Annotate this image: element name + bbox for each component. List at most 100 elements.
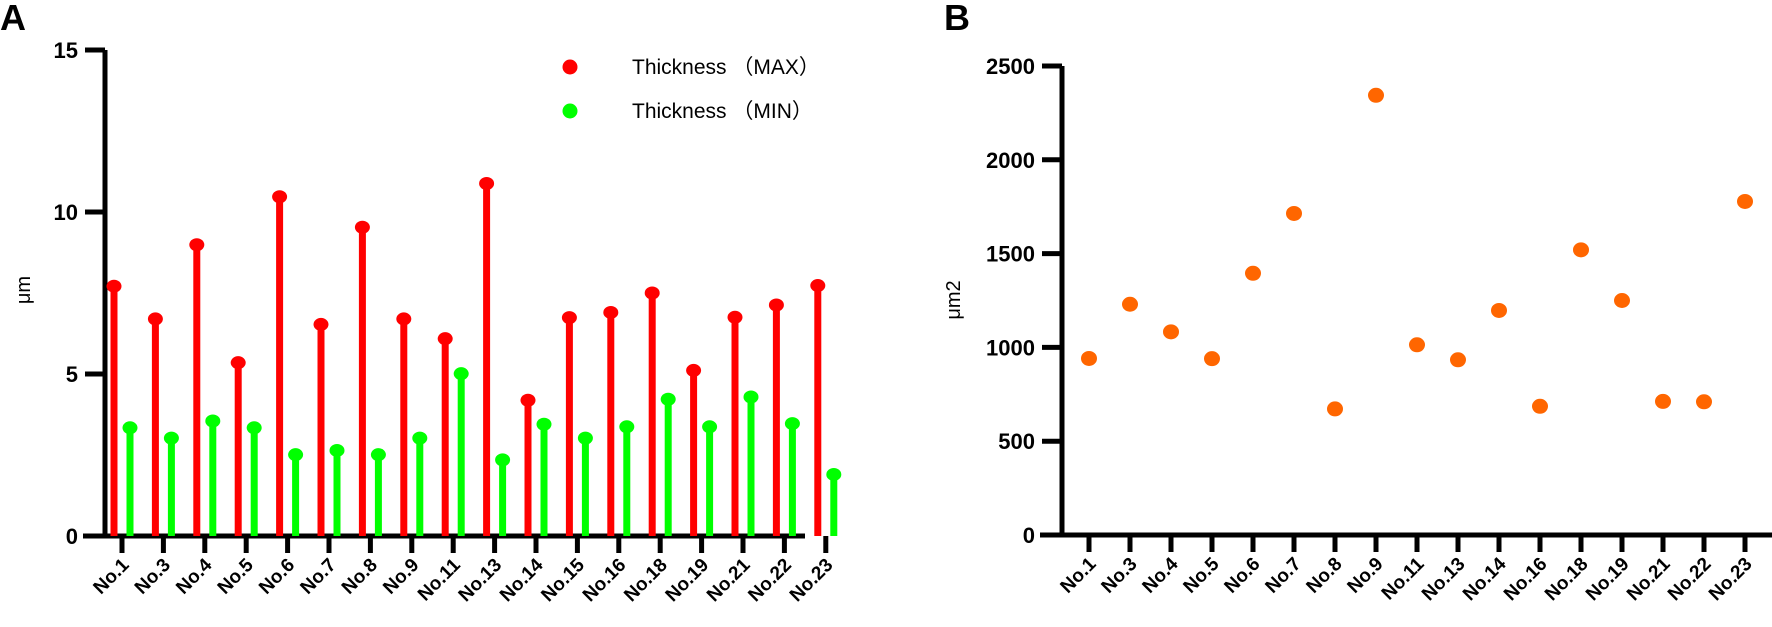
- chart-a-thickness: A μm Thickness （MAX） Thickness （MIN） 0 5 1…: [0, 0, 842, 606]
- bar-cap-max-No.13: [479, 176, 495, 190]
- chart-b-x-tick-label: No.7: [1262, 554, 1306, 598]
- chart-b-x-tick-label: No.3: [1098, 554, 1142, 598]
- chart-a-y-tick-label: 0: [66, 524, 78, 549]
- chart-b-x-tick-label: No.13: [1418, 554, 1469, 605]
- point-No.6: [1245, 265, 1261, 281]
- point-No.8: [1327, 401, 1343, 417]
- bar-cap-min-No.19: [702, 420, 718, 434]
- chart-a-x-tick-label: No.4: [172, 554, 216, 598]
- bar-cap-max-No.4: [189, 238, 205, 252]
- point-No.13: [1450, 352, 1466, 368]
- point-No.5: [1204, 351, 1220, 367]
- legend-marker-max: [562, 59, 578, 75]
- bar-cap-max-No.15: [561, 311, 577, 325]
- bar-cap-max-No.11: [437, 332, 453, 346]
- chart-b-x-tick-label: No.23: [1705, 554, 1756, 605]
- chart-b-y-tick-label: 1500: [986, 242, 1035, 267]
- bar-cap-max-No.7: [313, 317, 329, 331]
- bar-cap-max-No.5: [230, 356, 246, 370]
- chart-a-x-tick-label: No.15: [537, 554, 589, 606]
- chart-b-x-tick-label: No.16: [1500, 554, 1551, 605]
- chart-b-x-tick-label: No.21: [1623, 553, 1675, 605]
- chart-a-y-tick-label: 10: [54, 200, 78, 225]
- point-No.23: [1737, 193, 1753, 209]
- chart-b-y-tick-label: 2000: [986, 148, 1035, 173]
- chart-b-x-tick-label: No.18: [1541, 554, 1592, 605]
- bar-cap-min-No.22: [784, 417, 800, 431]
- bar-cap-min-No.13: [495, 453, 511, 467]
- chart-b-area: B μm2 05001000150020002500No.1No.3No.4No…: [943, 0, 1772, 605]
- bar-cap-min-No.9: [412, 431, 428, 445]
- bar-cap-min-No.4: [205, 414, 221, 428]
- bar-cap-max-No.3: [147, 312, 163, 326]
- chart-a-x-tick-label: No.21: [703, 554, 755, 606]
- chart-a-y-tick-label: 15: [54, 38, 78, 63]
- legend-label-min: Thickness （MIN）: [632, 100, 813, 123]
- bar-cap-min-No.18: [660, 392, 676, 406]
- bar-cap-min-No.11: [453, 367, 469, 381]
- chart-a-y-tick-label: 5: [66, 362, 78, 387]
- panel-label-b: B: [944, 0, 970, 38]
- bar-cap-min-No.21: [743, 390, 759, 404]
- point-No.3: [1122, 296, 1138, 312]
- chart-a-x-tick-label: No.7: [297, 555, 341, 599]
- chart-b-y-tick-label: 1000: [986, 335, 1035, 360]
- chart-a-x-tick-label: No.18: [620, 555, 671, 606]
- bar-cap-max-No.18: [644, 286, 660, 300]
- point-No.18: [1573, 242, 1589, 258]
- chart-a-x-tick-label: No.13: [455, 555, 506, 606]
- chart-b-y-tick-label: 500: [998, 429, 1035, 454]
- bar-cap-min-No.14: [536, 417, 552, 431]
- bar-cap-min-No.6: [288, 448, 304, 462]
- bar-cap-min-No.8: [370, 448, 386, 462]
- chart-a-x-tick-label: No.5: [214, 554, 258, 598]
- bar-cap-max-No.9: [396, 312, 412, 326]
- bar-cap-max-No.6: [272, 190, 288, 204]
- legend-a: Thickness （MAX） Thickness （MIN）: [562, 56, 820, 123]
- point-No.11: [1409, 337, 1425, 353]
- chart-b-y-tick-label: 0: [1023, 523, 1035, 548]
- point-No.14: [1491, 302, 1507, 318]
- chart-b-x-tick-label: No.1: [1057, 553, 1101, 597]
- bar-cap-min-No.5: [246, 421, 262, 435]
- chart-a-x-tick-label: No.14: [496, 554, 548, 606]
- legend-label-max: Thickness （MAX）: [632, 56, 820, 79]
- panel-label-a: A: [0, 0, 26, 38]
- bar-cap-max-No.8: [354, 220, 370, 234]
- chart-a-x-tick-label: No.22: [744, 555, 795, 606]
- point-No.1: [1081, 350, 1097, 366]
- chart-a-x-tick-label: No.16: [579, 555, 630, 606]
- chart-a-x-tick-label: No.23: [786, 555, 837, 606]
- legend-marker-min: [562, 103, 578, 119]
- y-axis-label-b: μm2: [943, 280, 965, 319]
- chart-b-y-tick-label: 2500: [986, 54, 1035, 79]
- chart-a-x-tick-label: No.6: [255, 555, 299, 599]
- bar-cap-max-No.22: [768, 298, 784, 312]
- chart-b-x-tick-label: No.6: [1221, 554, 1265, 598]
- bar-cap-max-No.23: [810, 279, 826, 293]
- bar-cap-min-No.23: [826, 467, 842, 481]
- bar-cap-min-No.7: [329, 443, 345, 457]
- bar-cap-max-No.14: [520, 393, 536, 407]
- bar-cap-min-No.1: [122, 421, 138, 435]
- point-No.21: [1655, 393, 1671, 409]
- chart-b-x-tick-label: No.19: [1582, 554, 1633, 605]
- chart-b-x-tick-label: No.14: [1459, 553, 1511, 605]
- point-No.9: [1368, 87, 1384, 103]
- y-axis-label-a: μm: [13, 276, 35, 304]
- chart-a-x-tick-label: No.3: [131, 555, 175, 599]
- chart-b-x-tick-label: No.22: [1664, 554, 1715, 605]
- bar-cap-min-No.16: [619, 420, 635, 434]
- chart-b-x-tick-label: No.4: [1139, 553, 1183, 597]
- chart-b-x-tick-label: No.8: [1303, 554, 1347, 598]
- point-No.16: [1532, 398, 1548, 414]
- bar-cap-max-No.21: [727, 310, 743, 324]
- point-No.4: [1163, 324, 1179, 340]
- point-No.19: [1614, 293, 1630, 308]
- chart-a-x-tick-label: No.8: [338, 555, 382, 599]
- bar-cap-max-No.16: [603, 305, 619, 319]
- chart-a-x-tick-label: No.19: [662, 555, 713, 606]
- chart-b-x-tick-label: No.5: [1180, 553, 1224, 597]
- bar-cap-max-No.1: [106, 279, 122, 293]
